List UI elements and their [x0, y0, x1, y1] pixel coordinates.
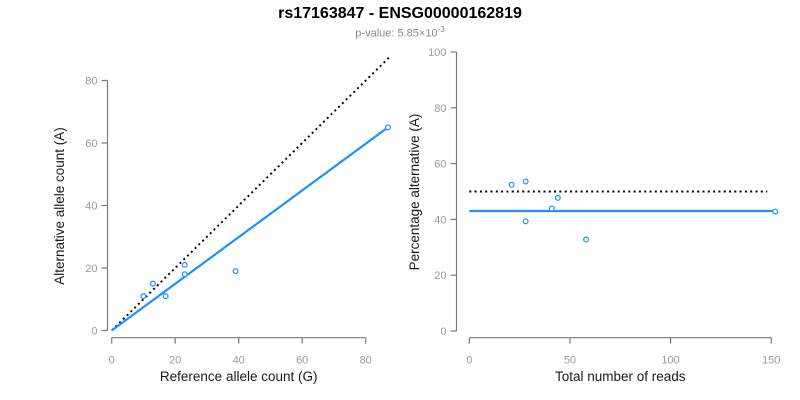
y-axis-title: Percentage alternative (A) — [407, 114, 422, 271]
y-tick-label: 100 — [428, 47, 446, 59]
x-tick-label: 50 — [564, 355, 576, 367]
identity-line — [111, 54, 392, 332]
figure-subtitle: p-value: 5.85×10-3 — [0, 25, 800, 40]
data-point — [583, 236, 590, 243]
data-point — [140, 293, 147, 300]
data-point — [772, 208, 779, 215]
x-axis-title: Reference allele count (G) — [160, 369, 318, 384]
y-tick-label: 20 — [85, 263, 97, 275]
x-axis-title: Total number of reads — [555, 369, 686, 384]
x-tick-label: 0 — [466, 355, 472, 367]
chart-percentage-vs-reads: 0 20 40 60 80 100 0 50 100 150 Total number of rea… — [407, 47, 780, 384]
y-tick-label: 80 — [434, 103, 446, 115]
data-point — [232, 268, 239, 275]
data-point — [384, 124, 391, 131]
y-tick-label: 0 — [91, 326, 97, 338]
data-point — [522, 218, 529, 225]
y-tick-label: 60 — [434, 159, 446, 171]
y-axis-title: Alternative allele count (A) — [52, 127, 67, 285]
x-tick-label: 20 — [169, 355, 181, 367]
y-tick-label: 40 — [85, 201, 97, 213]
x-tick-label: 40 — [233, 355, 245, 367]
x-tick-label: 150 — [762, 355, 780, 367]
data-point — [554, 194, 561, 201]
y-tick-label: 20 — [434, 270, 446, 282]
data-point — [149, 280, 156, 287]
chart-allele-counts: 0 20 40 60 80 0 20 40 60 80 Reference allele count… — [52, 54, 392, 384]
x-tick-label: 0 — [109, 355, 115, 367]
fit-line — [111, 126, 389, 332]
pvalue-exponent: -3 — [437, 25, 445, 34]
data-point — [181, 271, 188, 278]
data-point — [522, 178, 529, 185]
x-tick-label: 100 — [661, 355, 679, 367]
x-tick-label: 60 — [296, 355, 308, 367]
pvalue-text: p-value: 5.85×10 — [355, 27, 438, 40]
data-point — [548, 205, 555, 212]
data-point — [181, 261, 188, 268]
y-tick-label: 80 — [85, 76, 97, 88]
figure-title: rs17163847 - ENSG00000162819 — [278, 5, 522, 22]
y-tick-label: 60 — [85, 138, 97, 150]
data-point — [162, 293, 169, 300]
data-point — [508, 181, 515, 188]
x-tick-label: 80 — [360, 355, 372, 367]
y-tick-label: 0 — [440, 326, 446, 338]
y-tick-label: 40 — [434, 214, 446, 226]
